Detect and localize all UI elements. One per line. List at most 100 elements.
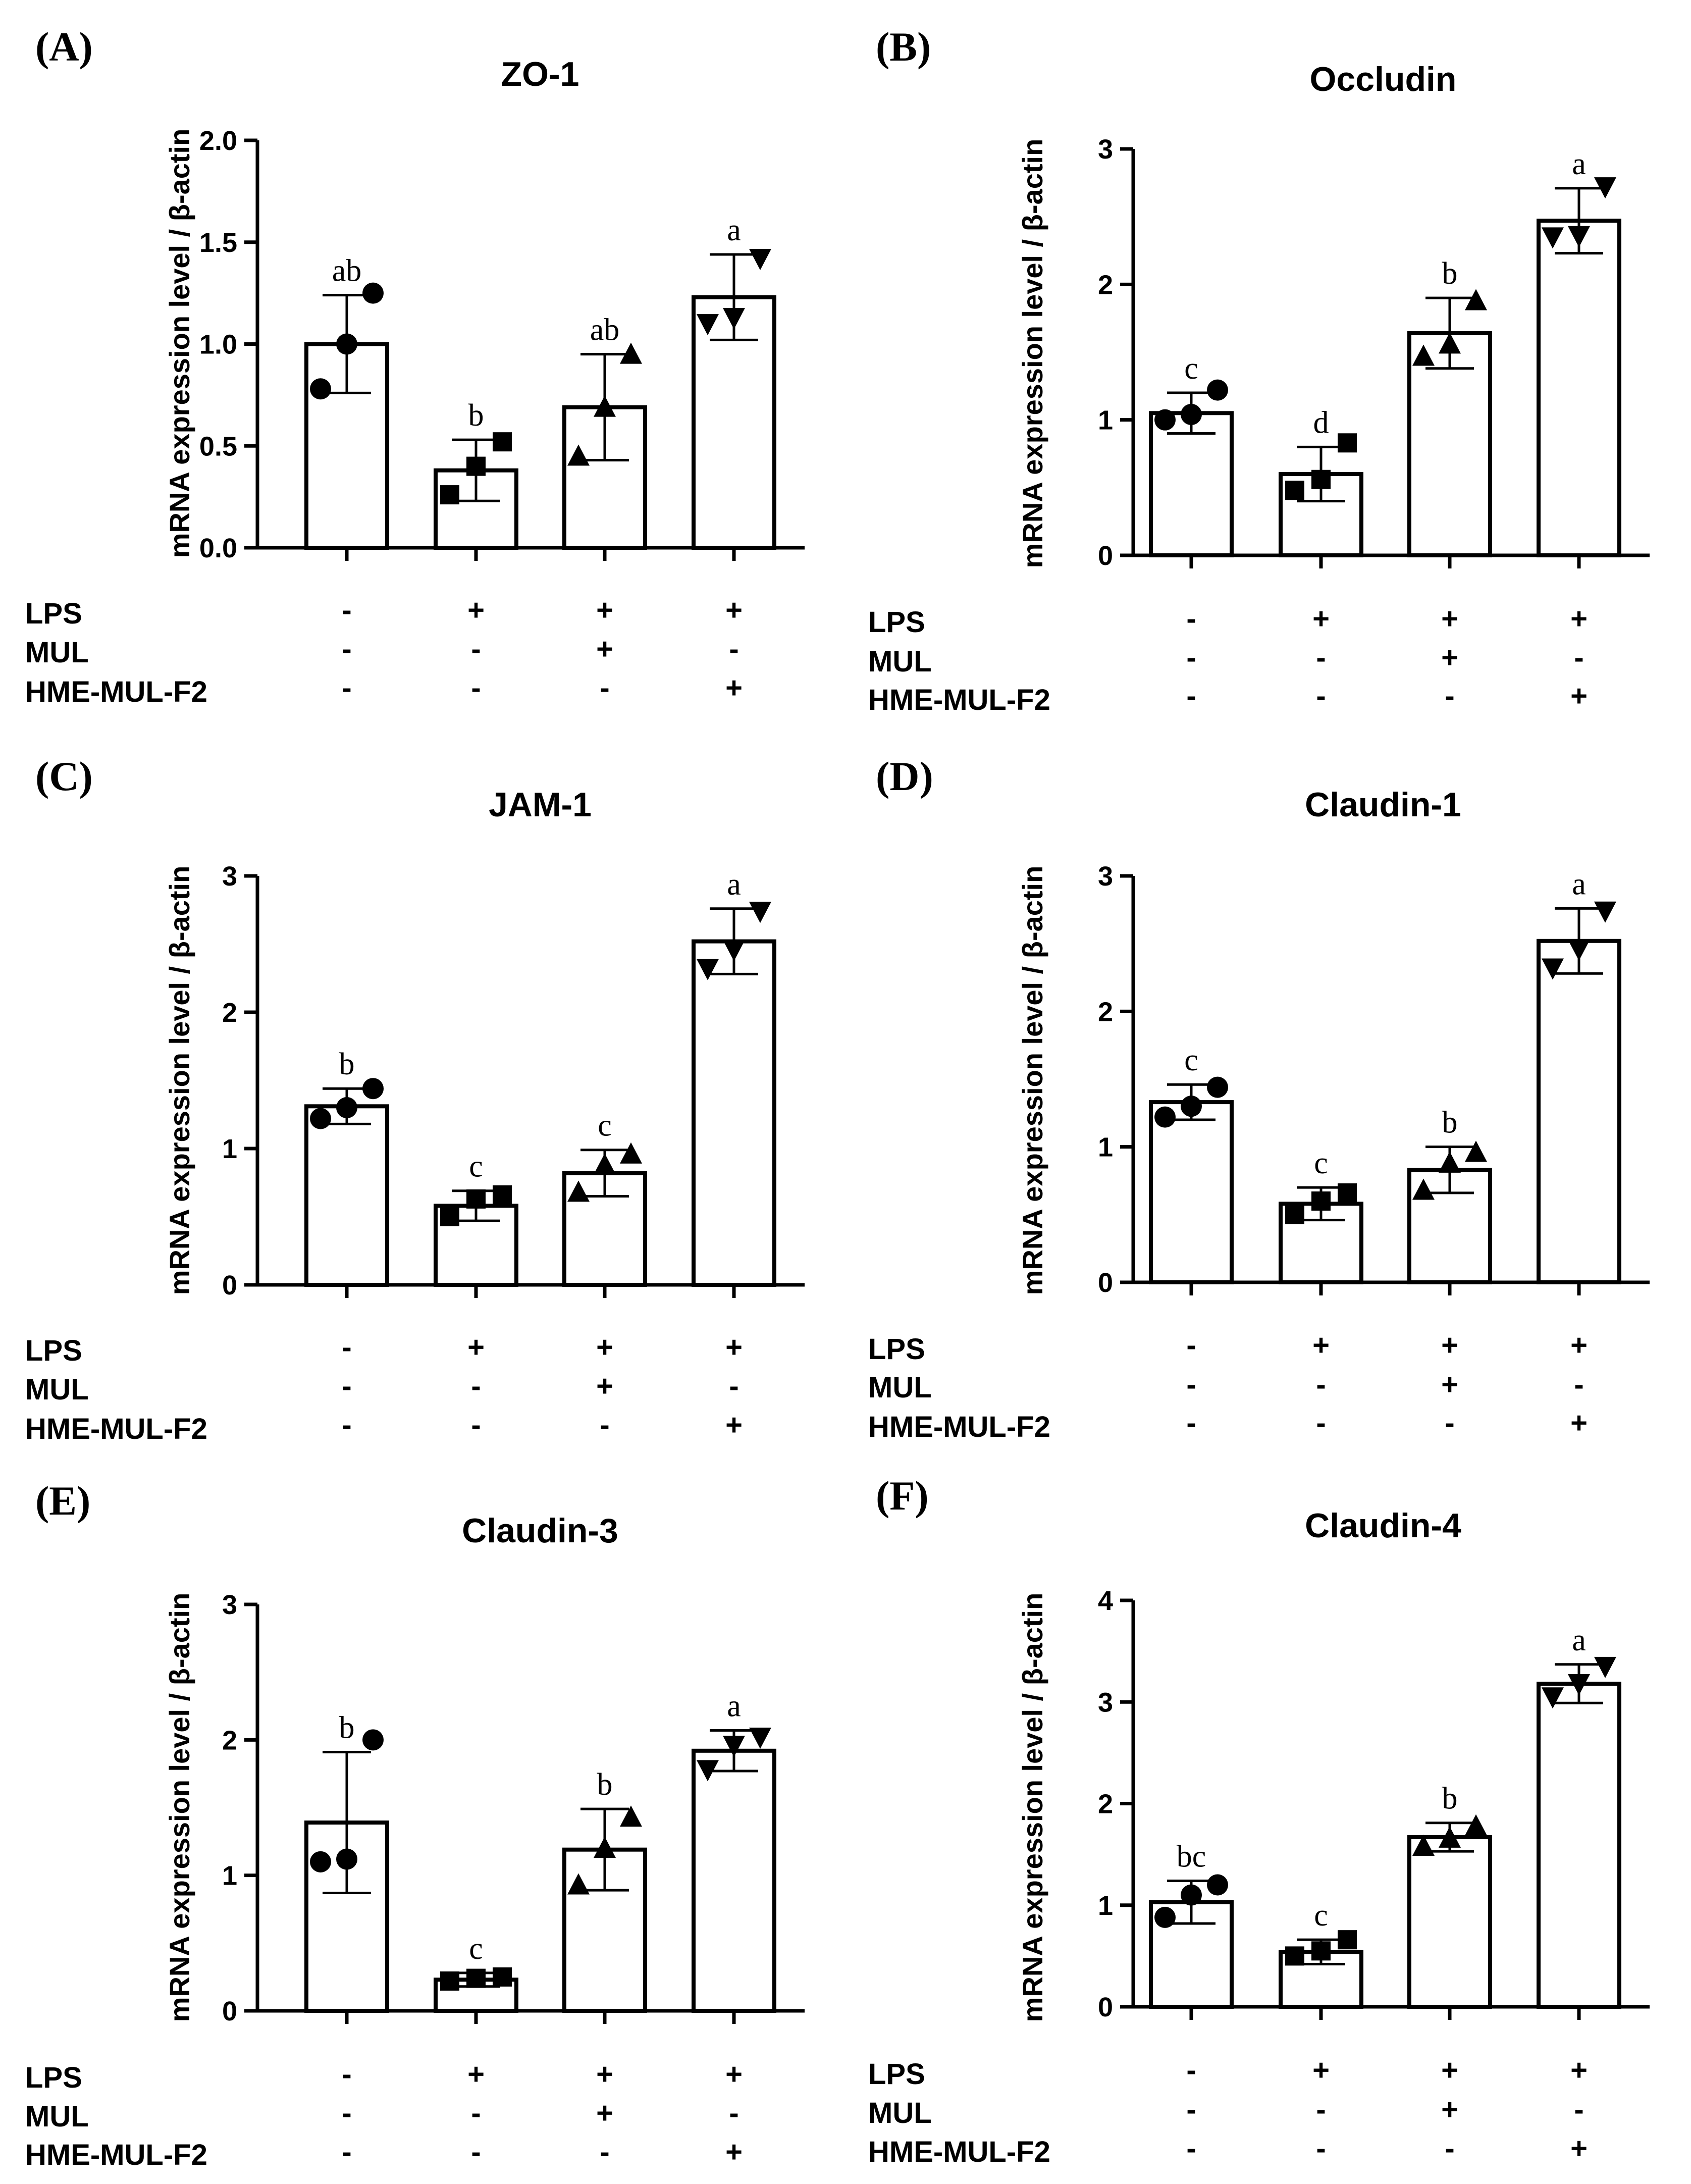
panel-a-row-label: LPS bbox=[25, 597, 82, 630]
panel-a-y-tick-label: 1.0 bbox=[199, 330, 237, 360]
panel-f-data-point bbox=[1568, 1674, 1590, 1696]
panel-f-row-label: LPS bbox=[868, 2058, 925, 2091]
panel-a-row-label: HME-MUL-F2 bbox=[25, 675, 207, 708]
panel-f-data-point bbox=[1181, 1884, 1202, 1906]
panel-a-ylabel: mRNA expression level / β-actin bbox=[164, 129, 195, 558]
panel-b-significance-letter: d bbox=[1313, 405, 1329, 440]
panel-f-significance-letter: bc bbox=[1177, 1839, 1206, 1874]
panel-a-y-tick-label: 0.0 bbox=[199, 533, 237, 563]
panel-b-treatment-sign: + bbox=[1441, 641, 1458, 674]
panel-d-row-label: MUL bbox=[868, 1371, 932, 1404]
panel-f-treatment-sign: - bbox=[1316, 2093, 1326, 2126]
panel-b-data-point bbox=[1439, 332, 1461, 354]
panel-b-data-point bbox=[1207, 379, 1228, 401]
panel-e-data-point bbox=[594, 1837, 616, 1858]
panel-c-data-point bbox=[594, 1153, 616, 1175]
panel-d-data-point bbox=[1568, 939, 1590, 961]
panel-f-data-point bbox=[1542, 1687, 1564, 1709]
panel-c-treatment-sign: - bbox=[471, 1409, 481, 1441]
panel-b-treatment-sign: + bbox=[1441, 602, 1458, 635]
panel-c-significance-letter: b bbox=[339, 1047, 355, 1081]
panel-d-treatment-sign: + bbox=[1441, 1329, 1458, 1362]
panel-f-treatment-sign: + bbox=[1570, 2132, 1588, 2165]
panel-a-data-point bbox=[310, 378, 331, 400]
panel-a-data-point bbox=[362, 282, 384, 304]
panel-f-treatment-sign: + bbox=[1441, 2093, 1458, 2126]
panel-b-bar bbox=[1149, 411, 1234, 557]
panel-f-treatment-sign: - bbox=[1186, 2054, 1196, 2087]
panel-b-bar bbox=[1537, 219, 1621, 557]
panel-f-data-point bbox=[1439, 1826, 1461, 1848]
panel-a-treatment-sign: + bbox=[596, 594, 613, 627]
panel-a-title: ZO-1 bbox=[501, 55, 579, 93]
panel-b-letter: (B) bbox=[876, 24, 931, 70]
panel-b-y-tick-label: 1 bbox=[1098, 405, 1113, 436]
panel-b-data-point bbox=[1285, 481, 1304, 500]
panel-c-treatment-sign: - bbox=[729, 1370, 738, 1402]
panel-c-treatment-sign: + bbox=[467, 1331, 485, 1364]
panel-b-data-point bbox=[1412, 344, 1435, 366]
panel-b-treatment-sign: - bbox=[1574, 641, 1583, 674]
panel-b-data-point bbox=[1311, 470, 1331, 489]
panel-e-treatment-sign: - bbox=[471, 2097, 481, 2129]
panel-c-significance-letter: c bbox=[598, 1109, 612, 1143]
panel-b-row-label: MUL bbox=[868, 645, 932, 678]
panel-c-significance-letter: c bbox=[469, 1150, 483, 1184]
panel-d-row-label: LPS bbox=[868, 1333, 925, 1366]
panel-b-treatment-sign: - bbox=[1186, 641, 1196, 674]
panel-e-ylabel: mRNA expression level / β-actin bbox=[164, 1593, 195, 2022]
panel-e-title: Claudin-3 bbox=[462, 1512, 618, 1550]
panel-f-y-tick-label: 1 bbox=[1098, 1891, 1113, 1921]
panel-e-significance-letter: b bbox=[339, 1710, 355, 1745]
panel-d-data-point bbox=[1181, 1096, 1202, 1117]
panel-c-significance-letter: a bbox=[727, 867, 741, 902]
panel-e-data-point bbox=[466, 1968, 486, 1988]
panel-e-y-tick-label: 1 bbox=[222, 1861, 237, 1891]
panel-d-ylabel: mRNA expression level / β-actin bbox=[1017, 866, 1048, 1295]
panel-a-data-point bbox=[697, 314, 719, 336]
panel-e-treatment-sign: - bbox=[342, 2097, 351, 2129]
panel-a-treatment-sign: + bbox=[725, 594, 743, 627]
panel-e-significance-letter: c bbox=[469, 1932, 483, 1966]
panel-e-data-point bbox=[493, 1967, 512, 1987]
panel-d-data-point bbox=[1338, 1183, 1357, 1203]
panel-d-significance-letter: c bbox=[1184, 1043, 1198, 1077]
panel-b-treatment-sign: + bbox=[1570, 680, 1588, 712]
panel-f-treatment-sign: + bbox=[1570, 2054, 1588, 2087]
panel-a-significance-letter: ab bbox=[590, 313, 620, 347]
panel-e-y-tick-label: 3 bbox=[222, 1590, 237, 1620]
panel-f-significance-letter: a bbox=[1572, 1623, 1586, 1657]
panel-a-treatment-sign: - bbox=[342, 671, 351, 704]
panel-f-treatment-sign: - bbox=[1445, 2132, 1454, 2165]
panel-e-y-tick-label: 0 bbox=[222, 1996, 237, 2026]
panel-a-treatment-sign: - bbox=[471, 671, 481, 704]
panel-d-data-point bbox=[1439, 1151, 1461, 1173]
panel-b-significance-letter: c bbox=[1184, 351, 1198, 386]
panel-a-data-point bbox=[336, 333, 357, 355]
panel-f-treatment-sign: + bbox=[1441, 2054, 1458, 2087]
panel-f-y-tick-label: 2 bbox=[1098, 1789, 1113, 1819]
panel-c-treatment-sign: + bbox=[596, 1331, 613, 1364]
panel-d-treatment-sign: + bbox=[1570, 1329, 1588, 1362]
panel-f-treatment-sign: + bbox=[1312, 2054, 1330, 2087]
panel-e-treatment-sign: - bbox=[729, 2097, 738, 2129]
panel-e-letter: (E) bbox=[35, 1478, 90, 1524]
panel-d-data-point bbox=[1207, 1076, 1228, 1098]
panel-d-significance-letter: b bbox=[1442, 1106, 1458, 1140]
panel-b-title: Occludin bbox=[1310, 60, 1457, 98]
panel-d-data-point bbox=[1594, 901, 1616, 923]
panel-d-data-point bbox=[1154, 1106, 1176, 1128]
panel-d-treatment-sign: - bbox=[1316, 1407, 1326, 1439]
panel-b-data-point bbox=[1542, 227, 1564, 249]
panel-b-treatment-sign: - bbox=[1316, 680, 1326, 712]
panel-b-y-tick-label: 3 bbox=[1098, 134, 1113, 165]
panel-b-y-tick-label: 2 bbox=[1098, 270, 1113, 300]
panel-b-data-point bbox=[1181, 403, 1202, 425]
panel-a-data-point bbox=[493, 432, 512, 452]
panel-a-data-point bbox=[440, 485, 459, 505]
panel-d-treatment-sign: + bbox=[1312, 1329, 1330, 1362]
panel-e-treatment-sign: + bbox=[596, 2097, 613, 2129]
panel-a-data-point bbox=[620, 342, 642, 364]
panel-a-data-point bbox=[466, 456, 486, 476]
panel-c-title: JAM-1 bbox=[489, 786, 592, 824]
